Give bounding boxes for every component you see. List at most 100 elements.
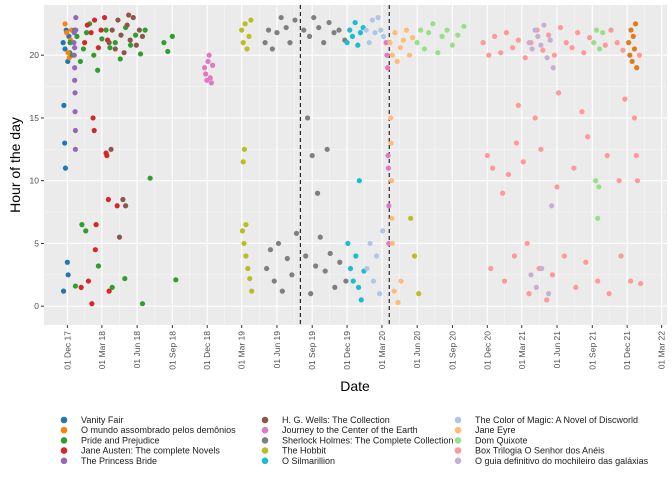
data-point: [388, 140, 394, 146]
data-point: [549, 203, 555, 209]
data-point: [72, 127, 79, 134]
data-point: [289, 272, 295, 278]
data-point: [550, 65, 556, 71]
x-tick-label: 01 Dec 20: [482, 331, 492, 370]
data-point: [345, 240, 351, 247]
data-point: [205, 58, 211, 65]
legend-key: [60, 457, 68, 465]
data-point: [480, 40, 486, 46]
legend-label: Pride and Prejudice: [81, 435, 160, 445]
legend-label: Journey to the Center of the Earth: [282, 425, 418, 435]
data-point: [279, 288, 285, 294]
legend-label: Box Trilogia O Senhor dos Anéis: [475, 446, 605, 456]
data-point: [126, 12, 132, 18]
legend-key: [454, 437, 462, 444]
data-point: [461, 23, 467, 29]
x-tick-label: 01 Sep 20: [447, 331, 457, 370]
data-point: [498, 50, 504, 56]
data-point: [316, 24, 322, 31]
data-point: [626, 40, 632, 46]
data-point: [515, 37, 521, 43]
data-point: [306, 33, 313, 39]
legend-key: [60, 426, 68, 434]
legend-key: [454, 416, 462, 424]
data-point: [78, 284, 84, 290]
data-point: [391, 288, 397, 294]
data-point: [60, 40, 66, 46]
data-point: [122, 275, 128, 282]
data-point: [628, 27, 634, 33]
data-point: [246, 33, 252, 39]
data-point: [95, 45, 102, 51]
data-point: [620, 47, 626, 53]
data-point: [358, 297, 364, 303]
data-point: [555, 90, 562, 96]
data-point: [583, 259, 589, 265]
data-point: [509, 45, 516, 51]
data-point: [631, 46, 638, 52]
data-point: [262, 40, 268, 46]
data-point: [406, 52, 413, 58]
legend-key: [261, 437, 269, 444]
data-point: [84, 22, 90, 28]
data-point: [324, 146, 330, 152]
data-point: [579, 109, 585, 115]
data-point: [73, 14, 79, 21]
data-point: [389, 215, 395, 221]
legend-label: O mundo assombrado pelos demônios: [81, 425, 236, 435]
data-point: [369, 17, 375, 23]
data-point: [72, 146, 79, 152]
data-point: [95, 67, 101, 73]
data-point: [62, 140, 68, 146]
data-point: [538, 42, 544, 48]
data-point: [375, 14, 381, 21]
data-point: [85, 278, 92, 284]
data-point: [532, 115, 538, 121]
data-point: [349, 33, 356, 39]
data-point: [529, 46, 535, 52]
data-point: [573, 284, 579, 290]
data-point: [64, 30, 70, 36]
data-point: [634, 65, 640, 71]
data-point: [118, 32, 124, 38]
data-point: [332, 284, 338, 290]
data-point: [524, 240, 530, 247]
legend-label: Jane Austen: The complete Novels: [81, 446, 220, 456]
x-tick-label: 01 Mar 20: [377, 331, 387, 370]
data-point: [165, 48, 171, 55]
data-point: [400, 37, 406, 43]
legend-label: Dom Quixote: [475, 435, 528, 445]
data-point: [123, 203, 129, 209]
data-point: [547, 37, 553, 43]
y-tick-label: 5: [34, 238, 39, 248]
data-point: [484, 152, 490, 159]
x-axis-ticks: 01 Dec 17 01 Mar 18 01 Jun 18 01 Sep 18 01 D…: [62, 325, 667, 370]
data-point: [628, 278, 634, 284]
data-point: [249, 288, 255, 294]
legend-key: [60, 437, 68, 444]
x-tick-label: 01 Dec 18: [202, 331, 212, 370]
data-point: [366, 40, 372, 46]
data-point: [109, 27, 115, 33]
data-point: [563, 40, 569, 46]
data-point: [240, 40, 246, 46]
data-point: [241, 146, 247, 152]
data-point: [388, 115, 394, 121]
data-point: [384, 52, 390, 58]
data-point: [83, 228, 89, 234]
data-point: [596, 184, 602, 190]
data-point: [79, 222, 85, 228]
data-point: [89, 301, 95, 307]
data-point: [426, 30, 432, 36]
data-point: [99, 36, 105, 42]
data-point: [535, 33, 541, 39]
data-point: [112, 46, 118, 52]
data-point: [317, 234, 323, 240]
data-point: [416, 291, 422, 297]
data-point: [136, 27, 143, 33]
data-point: [544, 297, 550, 303]
legend-key: [261, 457, 269, 465]
legend-label: O Silmarillion: [282, 456, 335, 466]
data-point: [389, 240, 395, 247]
data-point: [133, 42, 139, 48]
